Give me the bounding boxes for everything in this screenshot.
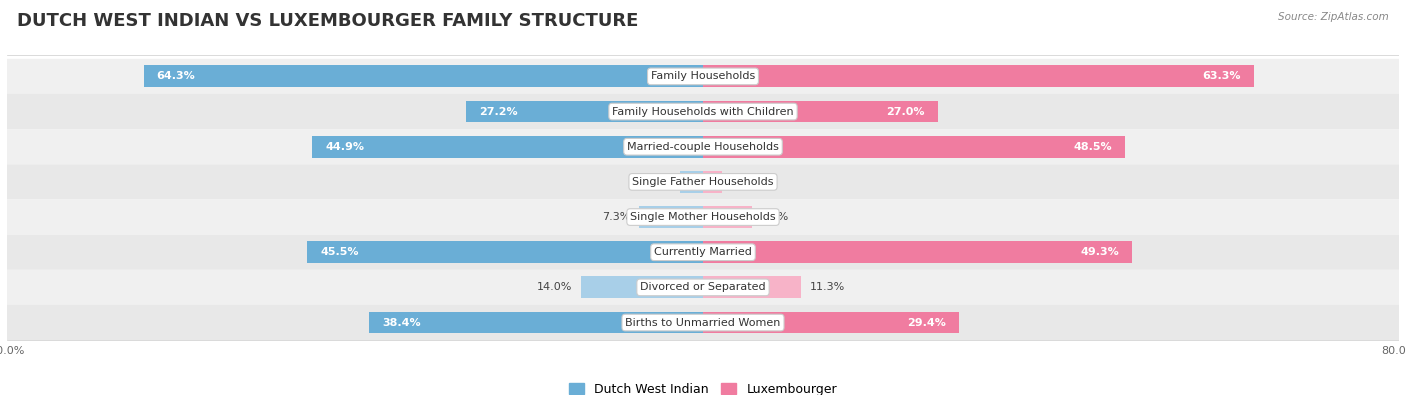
Text: Births to Unmarried Women: Births to Unmarried Women: [626, 318, 780, 327]
Bar: [307, 241, 703, 263]
Text: Source: ZipAtlas.com: Source: ZipAtlas.com: [1278, 12, 1389, 22]
Bar: [703, 171, 723, 193]
Text: 45.5%: 45.5%: [321, 247, 359, 257]
Text: 64.3%: 64.3%: [156, 71, 195, 81]
Text: 27.0%: 27.0%: [886, 107, 925, 117]
Text: 5.6%: 5.6%: [761, 212, 789, 222]
Bar: [703, 136, 1125, 158]
Text: Single Mother Households: Single Mother Households: [630, 212, 776, 222]
Legend: Dutch West Indian, Luxembourger: Dutch West Indian, Luxembourger: [564, 378, 842, 395]
Text: 11.3%: 11.3%: [810, 282, 845, 292]
Text: 14.0%: 14.0%: [537, 282, 572, 292]
Text: Single Father Households: Single Father Households: [633, 177, 773, 187]
Text: DUTCH WEST INDIAN VS LUXEMBOURGER FAMILY STRUCTURE: DUTCH WEST INDIAN VS LUXEMBOURGER FAMILY…: [17, 12, 638, 30]
Text: 7.3%: 7.3%: [602, 212, 631, 222]
Bar: [640, 206, 703, 228]
Bar: [703, 101, 938, 122]
Text: 2.6%: 2.6%: [644, 177, 672, 187]
Bar: [703, 206, 752, 228]
FancyBboxPatch shape: [7, 164, 1399, 199]
FancyBboxPatch shape: [7, 94, 1399, 129]
FancyBboxPatch shape: [7, 235, 1399, 270]
Text: Family Households: Family Households: [651, 71, 755, 81]
Text: Divorced or Separated: Divorced or Separated: [640, 282, 766, 292]
FancyBboxPatch shape: [7, 59, 1399, 94]
Text: Family Households with Children: Family Households with Children: [612, 107, 794, 117]
Bar: [703, 276, 801, 298]
Text: 49.3%: 49.3%: [1080, 247, 1119, 257]
Text: 27.2%: 27.2%: [479, 107, 517, 117]
Bar: [581, 276, 703, 298]
FancyBboxPatch shape: [7, 129, 1399, 164]
Bar: [681, 171, 703, 193]
Text: 48.5%: 48.5%: [1073, 142, 1112, 152]
Bar: [312, 136, 703, 158]
Bar: [143, 66, 703, 87]
Text: 38.4%: 38.4%: [382, 318, 420, 327]
Bar: [703, 241, 1132, 263]
FancyBboxPatch shape: [7, 270, 1399, 305]
Text: 29.4%: 29.4%: [907, 318, 946, 327]
Bar: [703, 312, 959, 333]
Text: Married-couple Households: Married-couple Households: [627, 142, 779, 152]
Text: 2.2%: 2.2%: [731, 177, 759, 187]
FancyBboxPatch shape: [7, 199, 1399, 235]
Bar: [368, 312, 703, 333]
Text: 44.9%: 44.9%: [325, 142, 364, 152]
Bar: [467, 101, 703, 122]
FancyBboxPatch shape: [7, 305, 1399, 340]
Bar: [703, 66, 1254, 87]
Text: Currently Married: Currently Married: [654, 247, 752, 257]
Text: 63.3%: 63.3%: [1202, 71, 1240, 81]
